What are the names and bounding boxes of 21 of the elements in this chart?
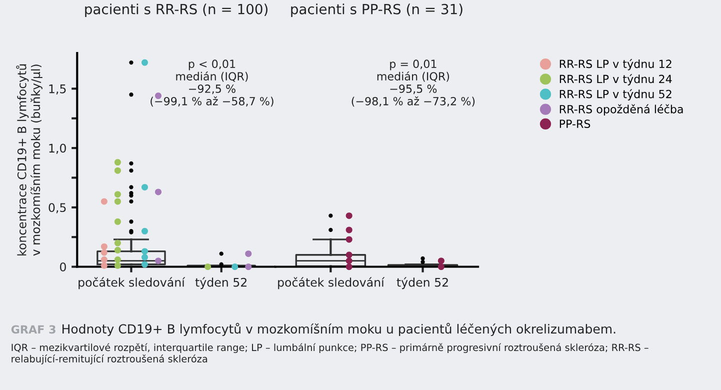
x-tick-label: počátek sledování xyxy=(278,277,385,290)
legend-label: RR-RS opožděná léčba xyxy=(560,104,683,116)
text: IQR – mezikvartilové rozpětí, interquartile range; LP – lumbální punkce; PP-RS – primárně progresivní roztroušená skleróza; RR-RS – relabující-remitující roztroušená skleróza xyxy=(12,343,648,364)
y-axis-title: koncentrace CD19+ B lymfocytů v mozkomíšním moku (buňky/µl) xyxy=(16,64,42,256)
annotation: p < 0,01 medián (IQR) −92,5 % (−99,1 % až −58,7 %) xyxy=(150,60,274,107)
chart-title: pacienti s PP-RS (n = 31) xyxy=(291,4,462,18)
y-tick-label: 0 xyxy=(60,262,66,272)
x-tick-label: týden 52 xyxy=(195,277,246,290)
legend-label: RR-RS LP v týdnu 52 xyxy=(560,89,672,100)
y-tick-label: 0,5 xyxy=(48,203,66,214)
y-tick-label: 1,0 xyxy=(49,144,66,154)
legend-label: RR-RS LP v týdnu 24 xyxy=(560,74,672,86)
legend-label: PP-RS xyxy=(560,120,590,128)
legend-label: RR-RS LP v týdnu 12 xyxy=(560,59,672,70)
text: Hodnoty CD19+ B lymfocytů v mozkomíšním moku u pacientů léčených okrelizumabem. xyxy=(62,322,616,336)
y-tick-label: 1,5 xyxy=(49,84,66,95)
x-tick-label: počátek sledování xyxy=(78,277,186,290)
text: GRAF 3 xyxy=(11,325,56,334)
chart-title: pacienti s RR-RS (n = 100) xyxy=(85,4,268,18)
x-tick-label: týden 52 xyxy=(396,277,448,290)
annotation: p = 0,01 medián (IQR) −95,5 % (−98,1 % až −73,2 %) xyxy=(352,60,475,107)
